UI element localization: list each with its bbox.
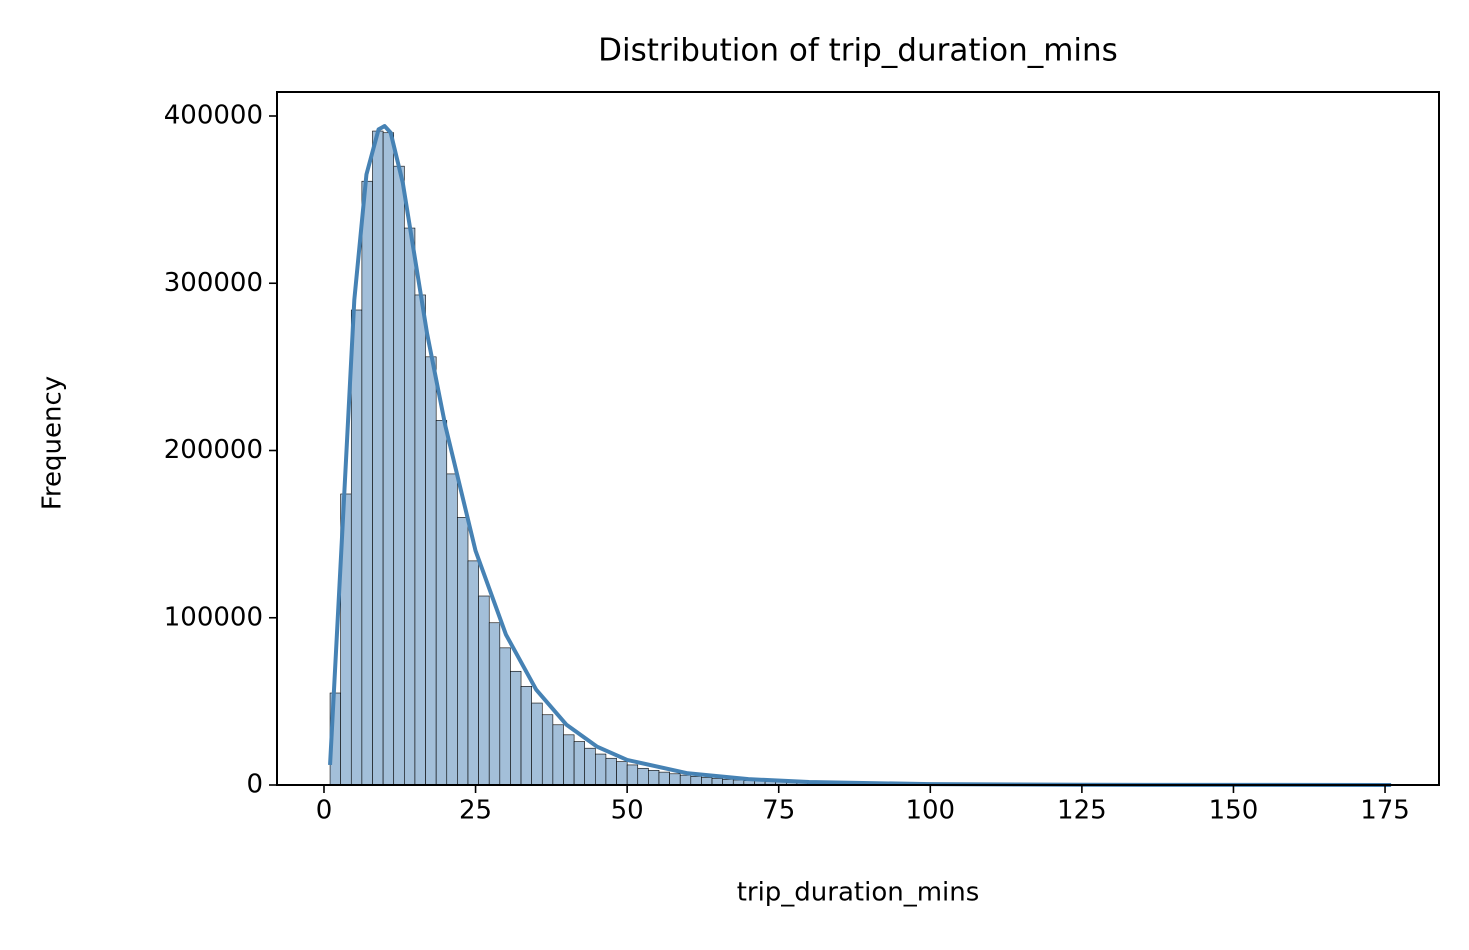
y-axis-label: Frequency [38, 376, 68, 510]
bar [617, 762, 628, 785]
bar [606, 758, 617, 785]
bar [447, 474, 458, 785]
bar [436, 420, 447, 785]
bar [468, 561, 479, 785]
bar [404, 228, 415, 785]
bar [701, 777, 712, 785]
bar [659, 772, 670, 785]
bar [680, 775, 691, 785]
y-tick-label: 100000 [164, 602, 263, 632]
bar [542, 715, 553, 785]
bar [500, 648, 511, 785]
bar [383, 133, 394, 785]
bar [510, 671, 521, 785]
x-tick-label: 75 [762, 796, 795, 826]
x-tick-label: 25 [459, 796, 492, 826]
bar [638, 768, 649, 785]
bar [627, 765, 638, 785]
y-tick-label: 300000 [164, 268, 263, 298]
bar [372, 131, 383, 785]
bar [691, 776, 702, 785]
bar [394, 166, 405, 785]
x-tick-label: 150 [1209, 796, 1259, 826]
x-tick-label: 0 [316, 796, 333, 826]
bar [457, 517, 468, 785]
x-tick-label: 100 [905, 796, 955, 826]
bar [670, 774, 681, 785]
bar [479, 596, 490, 785]
x-tick-label: 175 [1360, 796, 1410, 826]
bar [426, 357, 437, 785]
bar [585, 748, 596, 785]
bar [563, 735, 574, 785]
bar [648, 770, 659, 785]
bar [595, 754, 606, 785]
bar [489, 623, 500, 785]
bar [362, 181, 373, 785]
y-tick-label: 0 [246, 770, 263, 800]
x-tick-label: 125 [1057, 796, 1107, 826]
bar [532, 703, 543, 785]
bar [351, 310, 362, 785]
x-tick-label: 50 [611, 796, 644, 826]
bar [574, 742, 585, 785]
y-tick-label: 400000 [164, 101, 263, 131]
y-tick-label: 200000 [164, 435, 263, 465]
bar [553, 725, 564, 785]
bar [521, 686, 532, 785]
bar [415, 295, 426, 785]
chart-title: Distribution of trip_duration_mins [598, 33, 1118, 69]
x-axis-label: trip_duration_mins [737, 878, 980, 908]
